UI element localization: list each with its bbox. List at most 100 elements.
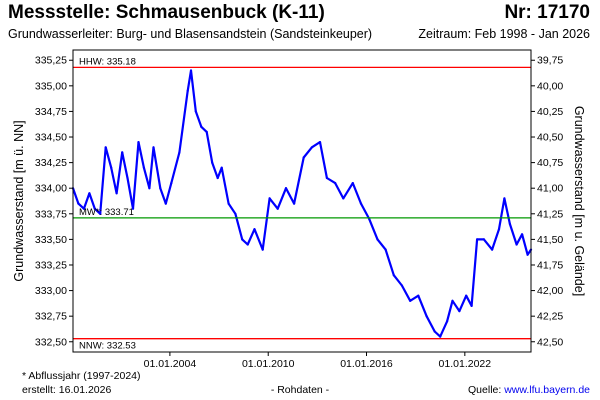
data-point: [268, 197, 271, 200]
data-point: [302, 156, 305, 159]
x-axis: 01.01.2004 01.01.2010 01.01.2016 01.01.2022: [144, 352, 492, 370]
data-point: [220, 166, 223, 169]
y-tick-label: 332,50: [35, 336, 67, 348]
data-point: [178, 151, 181, 154]
y-tick-label: 335,25: [35, 55, 67, 67]
y-axis-left: 332,50 332,75 333,00 333,25 333,50 333,75 334,…: [35, 55, 73, 348]
data-point: [384, 248, 387, 251]
reference-label-nnw: NNW: 332.53: [79, 341, 136, 352]
station-title: Messstelle: Schmausenbuck (K-11): [8, 2, 325, 23]
data-point: [359, 202, 363, 205]
data-point: [241, 238, 244, 241]
period-label: Zeitraum: Feb 1998 - Jan 2026: [418, 27, 590, 41]
data-point: [194, 110, 197, 113]
x-tick-label: 01.01.2016: [340, 358, 393, 370]
y-right-tick-label: 42,25: [537, 311, 563, 323]
created-date: erstellt: 16.01.2026: [22, 384, 112, 396]
data-point: [491, 248, 494, 251]
data-point: [458, 310, 461, 313]
data-point: [497, 228, 501, 231]
data-point: [310, 146, 313, 149]
x-tick-label: 01.01.2022: [439, 358, 492, 370]
y-tick-label: 334,25: [35, 157, 67, 169]
aquifer-label: Grundwasserleiter: Burg- und Blasensands…: [8, 27, 373, 41]
series-line: [71, 69, 532, 338]
data-point: [284, 187, 288, 190]
data-point: [515, 243, 518, 246]
data-point: [351, 182, 354, 185]
y-tick-label: 333,50: [35, 234, 67, 246]
data-point: [433, 330, 436, 333]
data-point: [470, 304, 473, 307]
data-point: [526, 253, 529, 256]
data-point: [476, 238, 479, 241]
data-point: [246, 243, 249, 246]
data-point: [425, 315, 428, 318]
y-tick-label: 333,75: [35, 208, 67, 220]
data-point: [82, 207, 85, 210]
data-point: [325, 176, 328, 180]
data-point: [104, 146, 107, 149]
data-point: [400, 284, 403, 287]
data-point: [508, 222, 511, 226]
data-point: [261, 248, 264, 251]
plot-frame: [72, 49, 532, 353]
data-point: [334, 182, 337, 185]
data-point: [503, 197, 506, 200]
data-point: [392, 274, 395, 277]
data-point: [142, 166, 145, 169]
y-tick-label: 333,25: [35, 259, 67, 271]
series-layer: [71, 69, 533, 338]
x-tick-label: 01.01.2004: [144, 358, 197, 370]
y-right-tick-label: 41,50: [537, 234, 563, 246]
y-right-tick-label: 40,00: [537, 80, 563, 92]
y-tick-label: 334,75: [35, 106, 67, 118]
data-point: [293, 202, 296, 205]
data-point: [110, 166, 113, 169]
data-point: [115, 192, 118, 195]
data-point: [205, 130, 208, 133]
data-point: [446, 320, 449, 323]
source-link[interactable]: www.lfu.bayern.de: [504, 384, 590, 396]
data-point: [253, 228, 256, 231]
data-point: [88, 192, 91, 195]
data-point: [376, 238, 379, 241]
data-point: [451, 299, 454, 302]
data-point: [137, 141, 140, 144]
y-right-tick-label: 41,00: [537, 183, 563, 195]
y-right-tick-label: 40,75: [537, 157, 563, 169]
reference-label-hhw: HHW: 335.18: [79, 56, 136, 67]
y-tick-label: 333,00: [35, 285, 67, 297]
data-point: [482, 238, 485, 241]
data-point: [189, 69, 193, 72]
y-right-tick-label: 41,75: [537, 259, 563, 271]
y-tick-label: 334,50: [35, 132, 67, 144]
x-tick-label: 01.01.2010: [242, 358, 295, 370]
data-point: [152, 146, 155, 149]
y-axis-right: 42,50 42,25 42,00 41,75 41,50 41,25 41,00 40,75…: [531, 55, 563, 348]
data-point: [342, 197, 345, 200]
y-axis-left-label: Grundwasserstand [m ü. NN]: [12, 120, 26, 281]
reference-lines: HHW: 335.18 MW*: 333.71 NNW: 332.53: [73, 56, 531, 352]
y-tick-label: 335,00: [35, 80, 67, 92]
raw-data-note: - Rohdaten -: [270, 384, 330, 396]
data-point: [227, 202, 230, 205]
data-point: [121, 151, 124, 154]
data-point: [521, 233, 524, 236]
data-point: [93, 207, 96, 210]
data-point: [148, 187, 151, 190]
y-right-tick-label: 40,25: [537, 106, 563, 118]
y-right-tick-label: 41,25: [537, 208, 563, 220]
data-point: [318, 141, 322, 144]
data-point: [417, 294, 420, 297]
y-right-tick-label: 39,75: [537, 55, 563, 67]
data-point: [211, 161, 214, 164]
y-tick-label: 332,75: [35, 311, 67, 323]
y-right-tick-label: 42,50: [537, 336, 563, 348]
data-point: [186, 89, 189, 92]
data-point: [99, 212, 102, 215]
data-point: [465, 294, 468, 297]
reference-label-mw: MW*: 333.71: [79, 207, 134, 218]
source-label: Quelle:: [468, 384, 505, 396]
